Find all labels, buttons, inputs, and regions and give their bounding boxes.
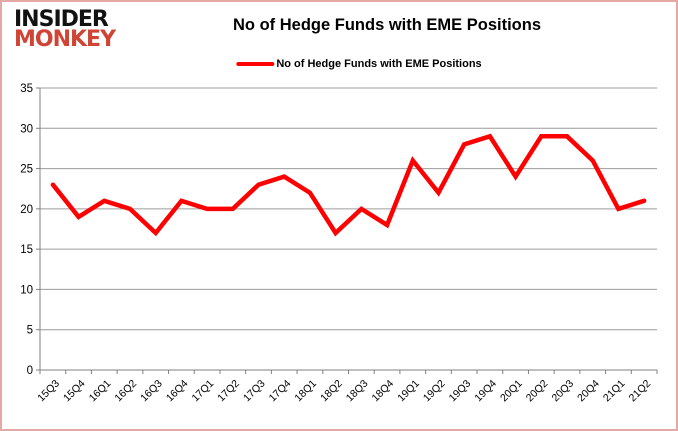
insider-monkey-logo: INSIDER MONKEY (14, 7, 116, 53)
y-tick-label: 0 (27, 365, 33, 377)
x-tick-label: 18Q2 (318, 378, 345, 405)
x-tick-label: 17Q1 (190, 378, 217, 405)
x-tick-label: 16Q4 (164, 378, 191, 405)
chart-legend: No of Hedge Funds with EME Positions (236, 58, 482, 70)
x-tick-label: 16Q1 (87, 378, 114, 405)
logo-word-monkey: MONKEY (14, 27, 116, 53)
x-tick-label: 20Q3 (549, 378, 576, 405)
x-tick-label: 16Q3 (138, 378, 165, 405)
x-tick-label: 20Q1 (498, 378, 525, 405)
x-tick-label: 18Q1 (292, 378, 319, 405)
x-tick-label: 18Q4 (370, 378, 397, 405)
y-tick-label: 15 (20, 244, 33, 256)
x-tick-label: 19Q2 (421, 378, 448, 405)
data-line-series (50, 133, 647, 237)
legend-label: No of Hedge Funds with EME Positions (276, 58, 482, 70)
y-tick-label: 30 (20, 123, 33, 135)
chart-title: No of Hedge Funds with EME Positions (233, 16, 541, 34)
x-tick-label: 20Q2 (524, 378, 551, 405)
x-tick-label: 16Q2 (112, 378, 139, 405)
x-tick-label: 18Q3 (344, 378, 371, 405)
y-tick-label: 35 (20, 83, 33, 95)
y-tick-label: 5 (27, 325, 33, 337)
x-tick-label: 19Q3 (447, 378, 474, 405)
x-tick-label: 17Q4 (267, 378, 294, 405)
x-tick-label: 21Q2 (627, 378, 654, 405)
y-tick-label: 10 (20, 284, 33, 296)
legend-line-swatch (236, 62, 275, 66)
x-tick-label: 15Q3 (35, 378, 62, 405)
x-tick-label: 17Q3 (241, 378, 268, 405)
x-tick-label: 19Q4 (472, 378, 499, 405)
x-tick-label: 15Q4 (61, 378, 88, 405)
logo-word-insider: INSIDER (14, 7, 109, 32)
x-tick-label: 17Q2 (215, 378, 242, 405)
x-tick-label: 19Q1 (395, 378, 422, 405)
x-tick-label: 21Q1 (601, 378, 628, 405)
x-tick-label: 20Q4 (575, 378, 602, 405)
y-tick-label: 20 (20, 204, 33, 216)
y-tick-label: 25 (20, 164, 33, 176)
